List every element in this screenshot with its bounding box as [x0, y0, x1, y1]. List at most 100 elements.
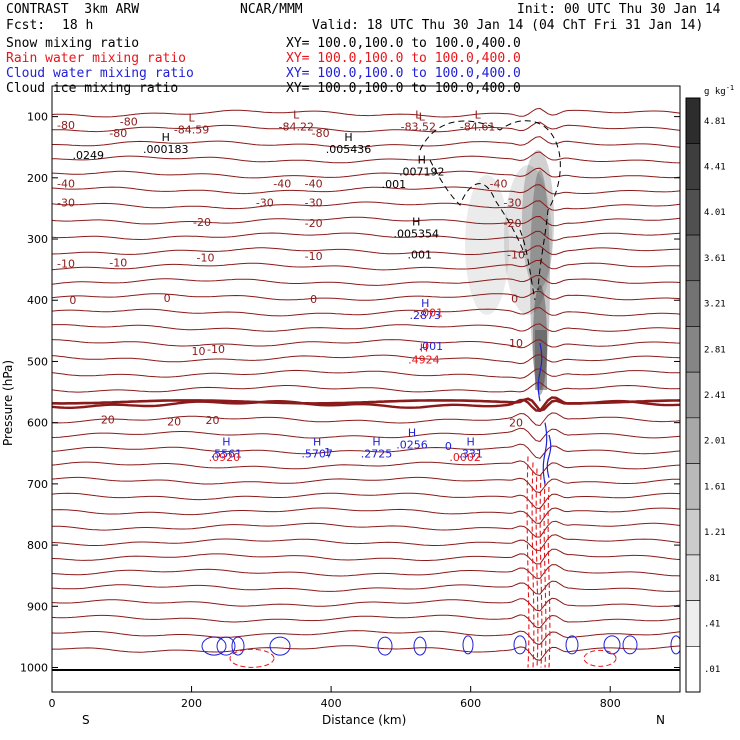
isotherm-label: 10 — [192, 345, 206, 358]
colorbar-label: 1.21 — [704, 528, 726, 538]
isotherm-line — [52, 460, 680, 477]
contour-value-label: 0 — [445, 440, 452, 453]
extremum-value: .2725 — [361, 447, 393, 460]
colorbar-swatch — [685, 143, 701, 190]
isotherm-label: -10 — [109, 256, 127, 269]
isotherm-line — [52, 107, 680, 118]
extremum-value: .0256 — [396, 439, 428, 452]
isotherm-label-left: -80 — [57, 119, 75, 132]
cloud-contour-tower — [537, 342, 543, 402]
contour-value-label: .001 — [382, 178, 407, 191]
contour-value-label: .001 — [407, 248, 432, 261]
colorbar-swatch — [685, 646, 701, 693]
isotherm-label: -20 — [193, 216, 211, 229]
rain-contours — [229, 456, 617, 668]
temperature-contours — [52, 107, 680, 661]
snow-shading — [465, 150, 554, 395]
isotherm-line — [52, 548, 680, 565]
rain-contour — [526, 456, 530, 668]
isotherm-line — [52, 167, 680, 179]
isotherm-label: 20 — [101, 414, 115, 427]
cloud-contour-tower — [546, 434, 552, 478]
colorbar-label: 3.21 — [704, 300, 726, 310]
rain-contour — [547, 486, 551, 668]
colorbar-label: 3.61 — [704, 254, 726, 264]
y-tick-label: 500 — [27, 355, 48, 368]
ice-contours — [419, 120, 561, 301]
low-marker: L — [293, 108, 300, 121]
south-label: S — [82, 713, 90, 727]
isotherm-label: 0 — [511, 292, 518, 305]
colorbar-unit-exp: -1 — [726, 84, 734, 92]
extremum-value: .331 — [458, 447, 483, 460]
high-marker: H — [412, 216, 420, 229]
y-tick-label: 600 — [27, 417, 48, 430]
low-marker: L — [475, 108, 482, 121]
isotherm-label: -10 — [507, 248, 525, 261]
extremum-value: .5707 — [301, 447, 333, 460]
contour-value-label: .001 — [419, 306, 444, 319]
colorbar-swatch — [685, 554, 701, 601]
isotherm-line — [52, 323, 680, 332]
isotherm-line — [52, 476, 680, 494]
ice-contour-outer — [419, 120, 561, 291]
colorbar-swatch — [685, 189, 701, 236]
center-label: NCAR/MMM — [240, 2, 303, 17]
isotherm-line — [52, 136, 680, 149]
colorbar-unit: g kg-1 — [704, 84, 734, 97]
isotherm-label-left: -30 — [57, 196, 75, 209]
high-marker: H — [418, 154, 426, 167]
y-tick-label: 200 — [27, 172, 48, 185]
isotherm-line — [52, 412, 680, 427]
isotherm-label-left: -40 — [57, 177, 75, 190]
isotherm-line — [52, 215, 680, 227]
field-name-cloud-ice: Cloud ice mixing ratio — [6, 81, 179, 96]
isotherm-line — [52, 354, 680, 365]
isotherm-label: 20 — [509, 417, 523, 430]
isotherm-label: -20 — [305, 217, 323, 230]
cloud-contour-tower — [542, 422, 548, 484]
extremum-value: .007192 — [399, 166, 445, 179]
isotherm-line — [52, 630, 680, 645]
contour-value-label: .0249 — [73, 149, 105, 162]
rain-contour — [535, 468, 539, 668]
rain-blob-right — [583, 649, 617, 667]
isotherm-line — [52, 492, 680, 510]
isotherm-label: 20 — [167, 415, 181, 428]
cloud-water-contours — [201, 342, 680, 656]
y-tick-label: 100 — [27, 111, 48, 124]
colorbar-swatch — [685, 97, 701, 144]
high-marker: H — [344, 131, 352, 144]
field-xy-snow: XY= 100.0,100.0 to 100.0,400.0 — [286, 36, 521, 51]
extremum-value: -84.59 — [174, 124, 209, 137]
rain-contour — [539, 474, 543, 668]
zero-isotherm — [52, 397, 680, 412]
field-name-rain: Rain water mixing ratio — [6, 51, 187, 66]
north-label: N — [656, 713, 665, 727]
extremum-value: .2873 — [410, 309, 442, 322]
y-tick-label: 900 — [27, 600, 48, 613]
isotherm-label: 0 — [69, 294, 76, 307]
cloud-contour-lowlevel — [201, 636, 227, 656]
cloud-contour-lowlevel — [603, 635, 621, 655]
isotherm-label: -20 — [504, 217, 522, 230]
extremum-value: .000183 — [143, 143, 189, 156]
low-marker: L — [415, 108, 422, 121]
colorbar-swatch — [685, 326, 701, 373]
isotherm-label: 0 — [310, 293, 317, 306]
extremum-value: .5561 — [211, 447, 243, 460]
isotherm-label: -80 — [312, 127, 330, 140]
high-marker: H — [372, 435, 380, 448]
colorbar-label: .01 — [704, 665, 720, 675]
field-xy-rain: XY= 100.0,100.0 to 100.0,400.0 — [286, 51, 521, 66]
isotherm-label: -30 — [504, 196, 522, 209]
field-xy-cloud-water: XY= 100.0,100.0 to 100.0,400.0 — [286, 66, 521, 81]
isotherm-line — [52, 427, 680, 442]
cloud-contour-lowlevel — [513, 635, 527, 655]
isotherm-label: 0 — [164, 292, 171, 305]
contour-value-label: 1 — [324, 446, 331, 459]
contour-value-label: L — [419, 111, 426, 124]
isotherm-label: -10 — [207, 343, 225, 356]
colorbar-label: 1.61 — [704, 482, 726, 492]
